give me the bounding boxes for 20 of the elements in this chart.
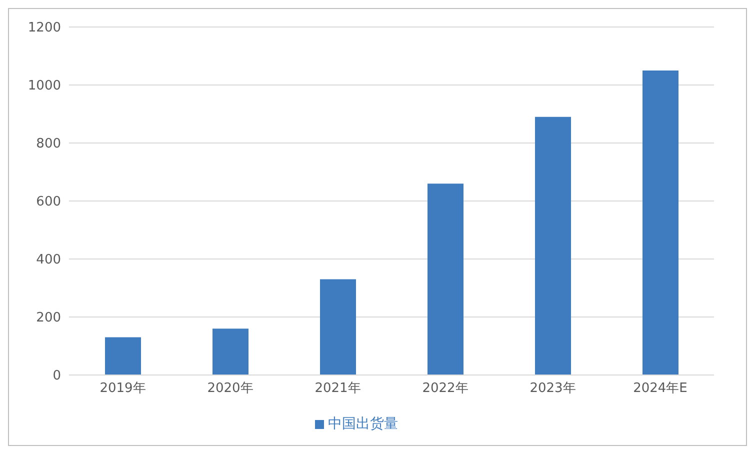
y-tick-label: 1200: [28, 20, 61, 36]
bar: [212, 328, 248, 375]
bar: [320, 279, 356, 375]
x-tick-label: 2020年: [207, 381, 254, 396]
legend-label: 中国出货量: [328, 416, 398, 432]
x-tick-label: 2024年E: [633, 381, 688, 396]
bar: [428, 184, 464, 375]
y-tick-label: 0: [52, 368, 61, 384]
x-tick-label: 2021年: [314, 381, 361, 396]
x-tick-label: 2022年: [422, 381, 468, 396]
bar: [535, 116, 571, 375]
y-tick-label: 400: [36, 252, 61, 268]
x-tick-label: 2023年: [530, 381, 576, 396]
y-tick-label: 800: [36, 136, 61, 152]
y-tick-label: 1000: [28, 78, 61, 94]
bar: [105, 337, 141, 375]
bar: [642, 70, 678, 375]
x-tick-label: 2019年: [100, 381, 146, 396]
y-tick-label: 600: [36, 194, 61, 210]
y-tick-label: 200: [36, 310, 61, 326]
